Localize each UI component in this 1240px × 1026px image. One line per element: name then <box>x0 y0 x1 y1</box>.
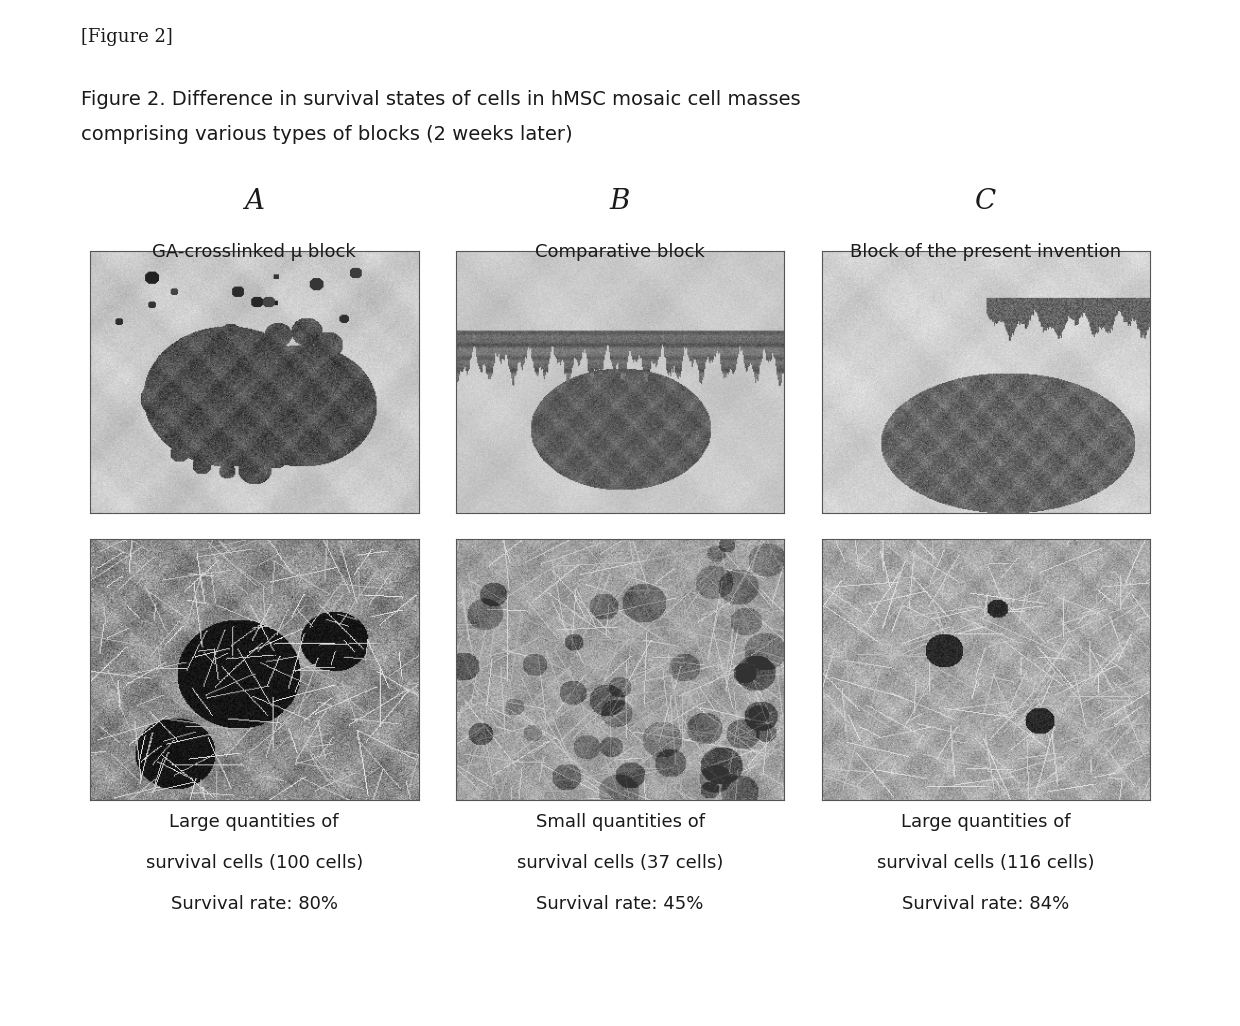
Text: Large quantities of: Large quantities of <box>170 813 339 831</box>
Text: B: B <box>610 189 630 215</box>
Text: survival cells (116 cells): survival cells (116 cells) <box>877 854 1095 872</box>
Text: survival cells (37 cells): survival cells (37 cells) <box>517 854 723 872</box>
Text: comprising various types of blocks (2 weeks later): comprising various types of blocks (2 we… <box>81 125 572 145</box>
Text: Survival rate: 84%: Survival rate: 84% <box>903 895 1069 913</box>
Text: Comparative block: Comparative block <box>536 243 704 262</box>
Text: Figure 2. Difference in survival states of cells in hMSC mosaic cell masses: Figure 2. Difference in survival states … <box>81 90 800 110</box>
Text: Block of the present invention: Block of the present invention <box>851 243 1121 262</box>
Text: Survival rate: 45%: Survival rate: 45% <box>537 895 703 913</box>
Text: Small quantities of: Small quantities of <box>536 813 704 831</box>
Text: C: C <box>975 189 997 215</box>
Text: A: A <box>244 189 264 215</box>
Text: GA-crosslinked μ block: GA-crosslinked μ block <box>153 243 356 262</box>
Text: [Figure 2]: [Figure 2] <box>81 28 172 46</box>
Text: survival cells (100 cells): survival cells (100 cells) <box>145 854 363 872</box>
Text: Large quantities of: Large quantities of <box>901 813 1070 831</box>
Text: Survival rate: 80%: Survival rate: 80% <box>171 895 337 913</box>
